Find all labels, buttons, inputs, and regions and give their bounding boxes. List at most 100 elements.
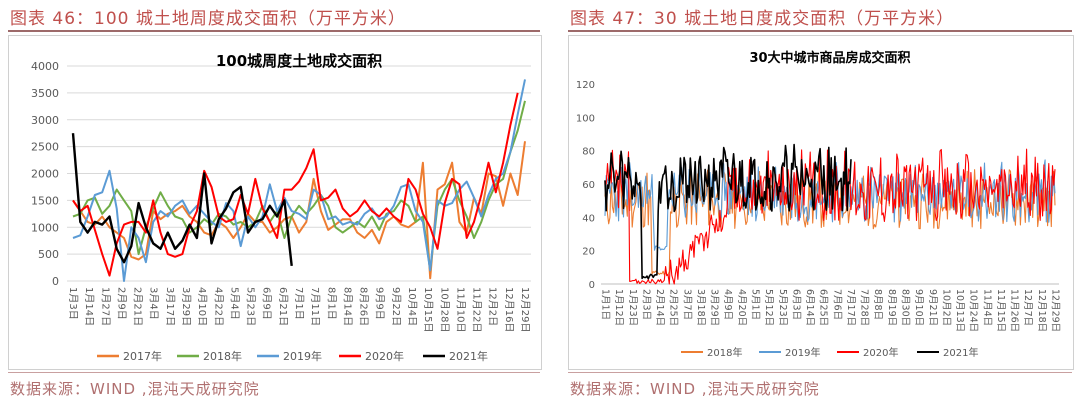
right-legend-label: 2018年 [707,346,742,359]
left-y-tick-label: 3500 [31,87,59,100]
right-chart-panel: 0 20 40 60 80 100 120 30大中城市商品房成交面积 1月1日 1月12日 1月2… [568,35,1074,370]
left-y-tick-label: 500 [38,248,59,261]
right-x-tick-label: 11月4日 [981,289,992,326]
right-x-tick-label: 3月18日 [695,289,706,326]
right-bottom-rule [568,372,1072,373]
right-x-tick-label: 3月7日 [681,289,692,320]
right-x-tick-label: 1月1日 [600,289,611,320]
right-x-tick-label: 7月28日 [859,289,870,326]
left-x-tick-label: 9月22日 [390,287,402,326]
left-y-tick-label: 1500 [31,194,59,207]
right-figure-heading: 图表 47：30 城土地日度成交面积（万平方米） [570,9,955,29]
left-x-tick-label: 2月21日 [132,287,144,326]
left-x-tick-label: 3月29日 [180,287,192,326]
left-x-tick-label: 5月4日 [228,287,240,320]
left-x-tick-label: 1月14日 [83,287,95,326]
right-x-tick-label: 11月26日 [1009,289,1020,332]
left-y-tick-label: 0 [52,275,59,288]
right-y-tick-label: 120 [576,80,595,91]
left-y-tick-label: 4000 [31,60,59,73]
right-x-tick-label: 6月14日 [804,289,815,326]
right-x-tick-label: 6月3日 [790,289,801,320]
left-y-tick-label: 3000 [31,114,59,127]
left-x-tick-label: 3月17日 [164,287,176,326]
left-legend-label: 2021年 [449,349,488,363]
left-x-tick-label: 8月1日 [325,287,337,320]
right-y-tick-label: 40 [582,213,595,224]
left-x-tick-label: 7月1日 [293,287,305,320]
right-x-tick-label: 12月18日 [1036,289,1047,332]
right-y-tick-label: 80 [582,147,595,158]
left-x-tick-label: 3月4日 [148,287,160,320]
right-x-tick-label: 7月17日 [845,289,856,326]
left-legend-label: 2017年 [123,349,162,363]
right-x-tick-label: 4月20日 [736,289,747,326]
left-x-tick-label: 10月28日 [438,287,450,332]
right-chart-title: 30大中城市商品房成交面积 [749,50,910,66]
left-x-tick-label: 6月9日 [261,287,273,320]
right-x-tick-label: 9月10日 [913,289,924,326]
left-x-tick-label: 6月21日 [277,287,289,326]
right-x-tick-label: 12月29日 [1050,289,1061,332]
left-x-tick-label: 1月27日 [99,287,111,326]
left-x-tick-label: 4月10日 [196,287,208,326]
right-x-tick-label: 8月30日 [900,289,911,326]
right-y-tick-label: 100 [576,113,595,124]
right-x-tick-label: 6月25日 [818,289,829,326]
right-source-note: 数据来源：WIND ,混沌天成研究院 [570,380,820,398]
left-y-tick-label: 1000 [31,221,59,234]
right-x-tick-label: 5月23日 [777,289,788,326]
right-x-tick-label: 10月2日 [940,289,951,326]
right-x-tick-label: 3月29日 [709,289,720,326]
right-x-tick-label: 8月8日 [872,289,883,320]
right-x-tick-label: 10月13日 [954,289,965,332]
left-x-tick-label: 5月23日 [245,287,257,326]
right-series-line [604,143,852,280]
right-x-tick-label: 10月24日 [968,289,979,332]
left-x-tick-label: 12月2日 [487,287,499,326]
left-series-line [72,79,526,282]
left-legend-label: 2020年 [365,349,404,363]
right-legend-label: 2019年 [785,346,820,359]
left-x-tick-label: 9月9日 [374,287,386,320]
right-heading-rule [568,30,1072,32]
left-x-tick-label: 11月10日 [454,287,466,332]
left-bottom-rule [8,372,540,373]
right-chart-svg: 0 20 40 60 80 100 120 30大中城市商品房成交面积 1月1日 1月12日 1月2… [576,50,1061,359]
left-heading-rule [8,30,540,32]
left-x-tick-label: 2月9日 [115,287,127,320]
left-x-tick-label: 11月22日 [471,287,483,332]
left-y-tick-label: 2000 [31,168,59,181]
left-x-tick-label: 12月16日 [503,287,515,332]
left-x-tick-label: 7月11日 [309,287,321,326]
left-x-tick-label: 12月29日 [519,287,531,332]
right-x-tick-label: 4月9日 [722,289,733,320]
left-x-tick-label: 8月26日 [358,287,370,326]
right-x-tick-label: 5月1日 [750,289,761,320]
left-chart-svg: 0 500 1000 1500 2000 2500 3000 3500 4000 100城周度土地… [31,52,531,363]
left-figure-heading: 图表 46：100 城土地周度成交面积（万平方米） [10,9,406,29]
left-chart-title: 100城周度土地成交面积 [216,52,382,70]
left-series-line [72,141,526,280]
right-x-tick-label: 7月6日 [831,289,842,320]
left-legend-label: 2019年 [283,349,322,363]
right-x-tick-label: 2月25日 [668,289,679,326]
right-y-tick-label: 60 [582,180,595,191]
right-x-tick-label: 8月19日 [886,289,897,326]
right-legend-label: 2020年 [863,346,898,359]
left-legend-label: 2018年 [203,349,242,363]
right-y-tick-label: 20 [582,247,595,258]
right-legend-label: 2021年 [943,346,978,359]
left-x-tick-label: 4月22日 [212,287,224,326]
right-x-tick-label: 2月3日 [640,289,651,320]
left-x-tick-label: 10月4日 [406,287,418,326]
left-series-line [71,133,293,267]
left-y-tick-label: 2500 [31,141,59,154]
right-x-tick-label: 12月7日 [1022,289,1033,326]
left-x-tick-label: 1月3日 [67,287,79,320]
right-y-tick-label: 0 [589,280,595,291]
left-x-tick-label: 10月15日 [422,287,434,332]
right-series-line [604,148,1056,285]
right-x-tick-label: 9月21日 [927,289,938,326]
left-source-note: 数据来源：WIND ,混沌天成研究院 [10,380,260,398]
